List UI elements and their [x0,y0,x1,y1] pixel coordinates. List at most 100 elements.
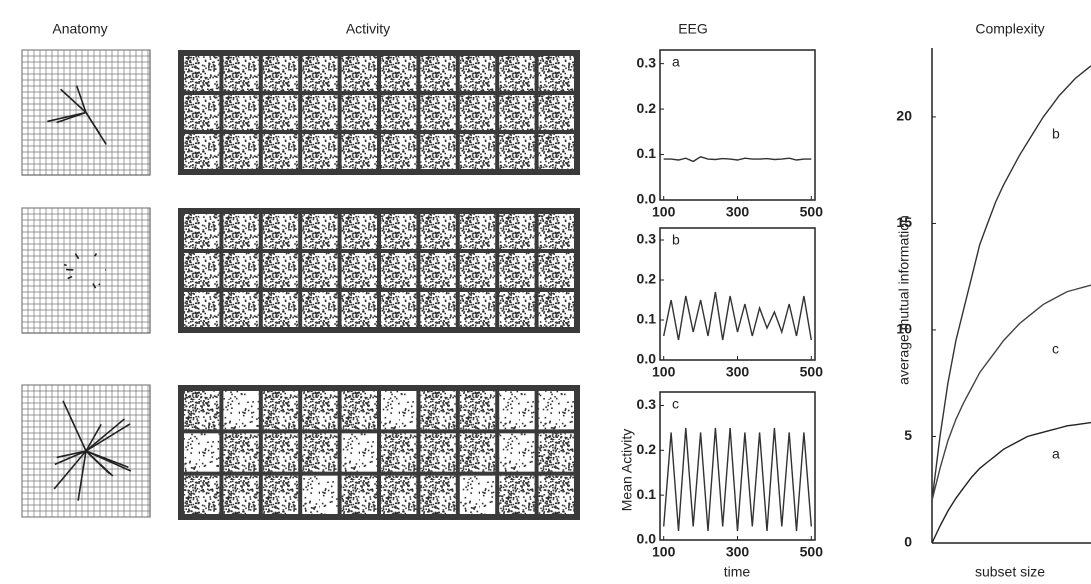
anatomy-connection [85,450,114,477]
activity-texture [459,134,496,169]
x-axis-label: subset size [975,564,1045,580]
activity-texture [499,253,535,288]
activity-texture [420,134,456,169]
x-tick-label: 100 [652,544,676,560]
anatomy-connection [85,423,102,452]
data-line [663,156,812,163]
activity-texture [459,56,496,91]
activity-texture [262,134,299,169]
activity-texture [262,253,299,288]
activity-texture [184,214,220,249]
anatomy-connection [53,450,87,490]
anatomy-connection [74,253,80,260]
data-line [931,421,1091,544]
anatomy-connection [77,450,87,501]
y-tick-label: 0 [904,534,912,550]
activity-texture [184,433,220,472]
x-tick-label: 500 [800,204,824,220]
data-line [663,291,812,341]
activity-texture [499,95,535,130]
anatomy-title: Anatomy [52,21,107,37]
anatomy-connection [54,450,87,466]
plot-frame [659,227,816,361]
activity-texture [262,214,299,249]
activity-texture [381,253,417,288]
y-tick-label: 0.0 [637,191,657,207]
activity-texture [538,433,574,472]
activity-texture [302,475,338,514]
activity-texture [459,433,496,472]
y-tick-label: 0.1 [637,311,657,327]
activity-texture [184,391,220,430]
activity-texture [459,391,496,430]
anatomy-connection [92,283,97,289]
data-line [663,427,812,532]
anatomy-connection [67,275,73,280]
y-axis-label: Mean Activity [619,429,635,511]
anatomy-connection [98,283,101,286]
activity-texture [499,56,535,91]
activity-texture [223,433,259,472]
anatomy-connection [75,85,87,113]
activity-texture [223,95,259,130]
y-tick-label: 0.3 [637,54,657,70]
activity-texture [381,433,417,472]
activity-texture [538,253,574,288]
activity-texture [538,214,574,249]
x-tick-label: 100 [652,364,676,380]
activity-texture [538,475,574,514]
activity-texture [223,134,259,169]
activity-texture [341,134,377,169]
activity-texture [538,391,574,430]
panel-letter: b [672,232,680,248]
activity-texture [184,253,220,288]
y-tick-label: 5 [904,427,912,443]
activity-texture [420,95,456,130]
activity-texture [381,56,417,91]
anatomy-connection [94,253,98,257]
activity-texture [262,475,299,514]
activity-texture [223,475,259,514]
activity-texture [302,391,338,430]
activity-texture [381,134,417,169]
activity-texture [538,95,574,130]
activity-texture [459,475,496,514]
chart-title: EEG [678,21,708,37]
series-label: a [1052,446,1060,462]
x-tick-label: 300 [726,204,750,220]
anatomy-connection [85,450,129,469]
activity-texture [381,391,417,430]
data-line [931,65,1091,501]
activity-texture [459,292,496,327]
activity-texture [302,433,338,472]
activity-texture [184,95,220,130]
anatomy-connection [56,111,87,124]
x-tick-label: 300 [726,544,750,560]
activity-texture [184,292,220,327]
y-tick-label: 0.2 [637,100,657,116]
anatomy-connection [85,112,102,136]
activity-texture [302,292,338,327]
activity-texture [223,56,259,91]
x-axis-label: time [724,564,751,580]
activity-texture [302,134,338,169]
activity-texture [302,214,338,249]
activity-texture [223,214,259,249]
activity-texture [341,391,377,430]
activity-texture [499,475,535,514]
activity-texture [262,95,299,130]
y-tick-label: 0.3 [637,396,657,412]
anatomy-connection [63,263,67,267]
activity-texture [341,475,377,514]
y-tick-label: 20 [896,108,912,124]
activity-texture [302,95,338,130]
data-line [931,284,1091,501]
panel-letter: a [672,54,680,70]
activity-texture [262,391,299,430]
x-tick-label: 500 [800,544,824,560]
activity-texture [538,134,574,169]
activity-texture [459,214,496,249]
activity-texture [341,253,377,288]
activity-texture [499,134,535,169]
anatomy-connection [85,418,125,452]
